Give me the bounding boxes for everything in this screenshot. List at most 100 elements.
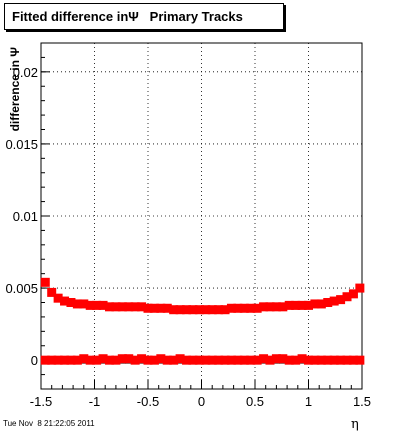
data-point [239, 303, 249, 313]
data-point [336, 295, 346, 305]
data-point [143, 303, 153, 313]
data-point [175, 305, 185, 315]
data-point [252, 303, 262, 313]
data-point [201, 355, 211, 365]
data-point [226, 303, 236, 313]
data-point [342, 355, 352, 365]
data-point [162, 355, 172, 365]
data-point [188, 355, 198, 365]
data-point [182, 305, 192, 315]
series-group [40, 354, 365, 365]
data-series [40, 277, 365, 365]
data-point [259, 354, 269, 364]
data-point [53, 355, 63, 365]
data-point [316, 355, 326, 365]
data-point [355, 283, 365, 293]
data-point [348, 355, 358, 365]
data-point [66, 298, 76, 307]
y-tick-label: 0.02 [13, 65, 38, 80]
data-point [188, 305, 198, 315]
data-point [323, 298, 333, 307]
data-point [220, 305, 230, 315]
y-tick-label: 0 [31, 353, 38, 368]
data-point [130, 302, 140, 312]
data-point [214, 355, 224, 365]
x-tick-label: 1 [305, 394, 312, 409]
data-point [304, 355, 313, 365]
data-point [233, 355, 243, 365]
data-point [265, 355, 275, 365]
data-point [226, 355, 236, 365]
data-point [201, 305, 211, 315]
data-point [207, 355, 217, 365]
x-tick-label: 1.5 [353, 394, 371, 409]
tick-labels: -1.5 -1 -0.5 0 0.5 1 1.5 0 0.005 0.01 0.015 0.02 [5, 65, 371, 409]
data-point [297, 300, 307, 310]
chart-title: Fitted difference inΨ Primary Tracks [12, 9, 243, 24]
data-point [66, 355, 76, 365]
data-point [297, 354, 307, 364]
data-point [271, 302, 281, 312]
data-point [239, 355, 249, 365]
x-axis-label: η [351, 417, 359, 432]
data-point [79, 354, 89, 364]
data-point [291, 300, 301, 310]
data-point [149, 355, 159, 365]
data-point [111, 355, 121, 365]
data-point [143, 355, 153, 365]
data-point [72, 299, 82, 309]
data-point [284, 300, 294, 310]
data-point [85, 355, 95, 365]
grid-lines [41, 43, 362, 389]
data-point [310, 355, 320, 365]
data-point [246, 303, 256, 313]
data-point [47, 355, 57, 365]
data-point [85, 300, 95, 310]
data-point [169, 305, 179, 315]
data-point [47, 287, 57, 297]
x-tick-label: 0.5 [246, 394, 264, 409]
chart-title-box: Fitted difference inΨ Primary Tracks [4, 3, 284, 30]
data-point [124, 354, 134, 364]
y-axis-label: difference in Ψ [8, 47, 22, 132]
data-point [342, 292, 352, 302]
data-point [304, 300, 313, 310]
data-point [259, 302, 269, 312]
data-point [310, 299, 320, 309]
data-point [194, 355, 204, 365]
data-point [104, 355, 114, 365]
data-point [40, 277, 50, 287]
data-point [336, 355, 346, 365]
data-point [60, 355, 70, 365]
y-tick-label: 0.01 [13, 209, 38, 224]
y-tick-label: 0.015 [5, 137, 38, 152]
data-point [329, 296, 339, 306]
data-point [194, 305, 204, 315]
data-point [169, 355, 179, 365]
data-point [348, 289, 358, 299]
data-point [98, 300, 108, 310]
data-point [182, 355, 192, 365]
y-tick-label: 0.005 [5, 281, 38, 296]
data-point [92, 300, 102, 310]
data-point [137, 354, 147, 364]
data-point [271, 354, 281, 364]
data-point [246, 355, 256, 365]
data-point [60, 296, 70, 306]
data-point [207, 305, 217, 315]
data-point [92, 355, 102, 365]
data-point [130, 355, 140, 365]
series-group [40, 277, 365, 315]
timestamp: Tue Nov 8 21:22:05 2011 [3, 419, 95, 428]
data-point [175, 354, 185, 364]
data-point [355, 355, 365, 365]
data-point [104, 302, 114, 312]
x-tick-label: -0.5 [137, 394, 159, 409]
data-point [284, 355, 294, 365]
data-point [117, 354, 127, 364]
data-point [156, 303, 166, 313]
data-point [111, 302, 121, 312]
data-point [220, 355, 230, 365]
data-point [233, 303, 243, 313]
